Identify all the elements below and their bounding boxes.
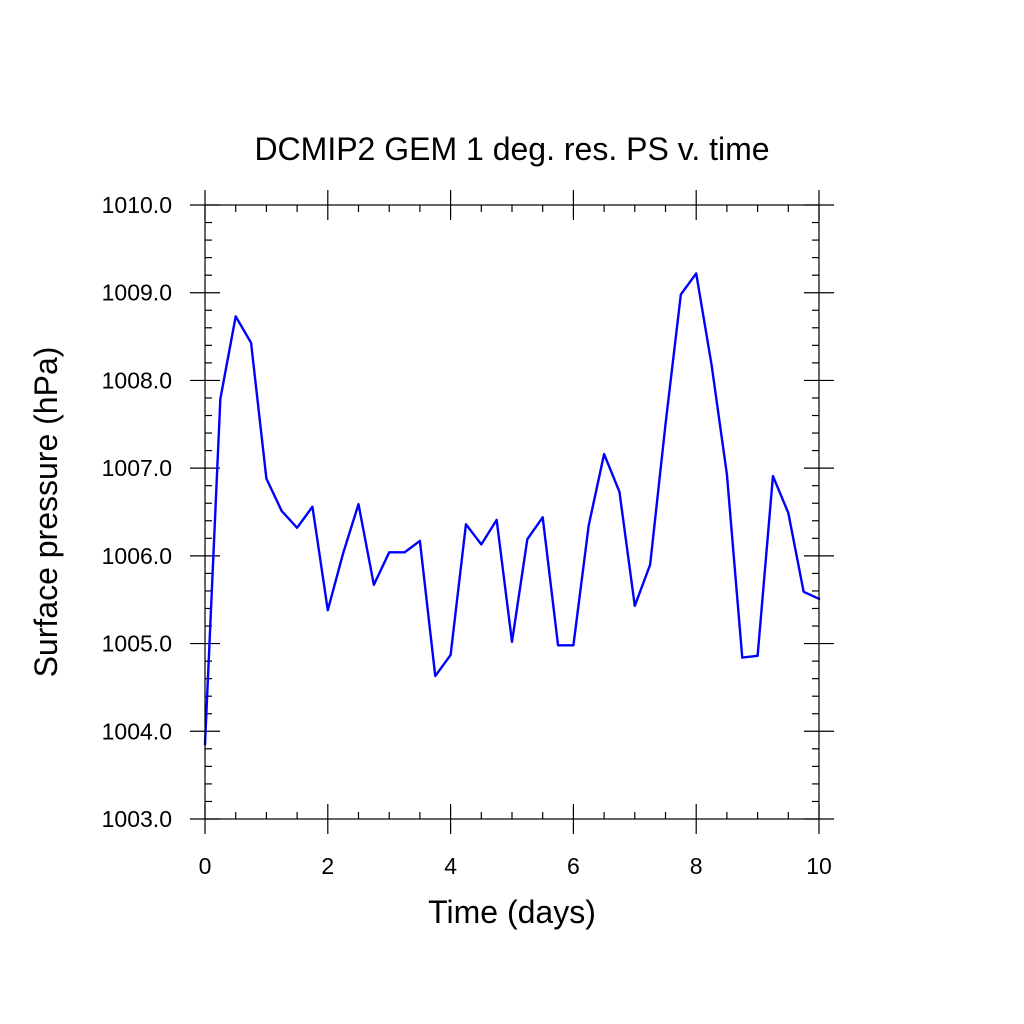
y-tick-label: 1008.0: [102, 367, 172, 393]
x-tick-label: 8: [690, 853, 703, 879]
y-axis-label: Surface pressure (hPa): [28, 347, 64, 678]
y-tick-label: 1004.0: [102, 718, 172, 744]
plot-frame: [204, 204, 820, 820]
x-tick-label: 2: [321, 853, 334, 879]
x-tick-label: 4: [444, 853, 457, 879]
y-tick-label: 1005.0: [102, 631, 172, 657]
x-tick-label: 10: [806, 853, 832, 879]
axis-tick-labels: 0 2 4 6 8 10 1003.0 1004.0 1005.0 1006.0 1007.0 100…: [102, 192, 832, 879]
y-tick-label: 1010.0: [102, 192, 172, 218]
series-line: [203, 272, 821, 746]
y-tick-label: 1006.0: [102, 543, 172, 569]
x-tick-label: 0: [199, 853, 212, 879]
y-tick-label: 1009.0: [102, 280, 172, 306]
x-axis-label: Time (days): [428, 894, 596, 930]
y-tick-label: 1007.0: [102, 455, 172, 481]
x-tick-label: 6: [567, 853, 580, 879]
axis-ticks: [190, 190, 834, 834]
data-series: [203, 272, 821, 746]
y-tick-label: 1003.0: [102, 806, 172, 832]
chart-title: DCMIP2 GEM 1 deg. res. PS v. time: [254, 131, 769, 167]
